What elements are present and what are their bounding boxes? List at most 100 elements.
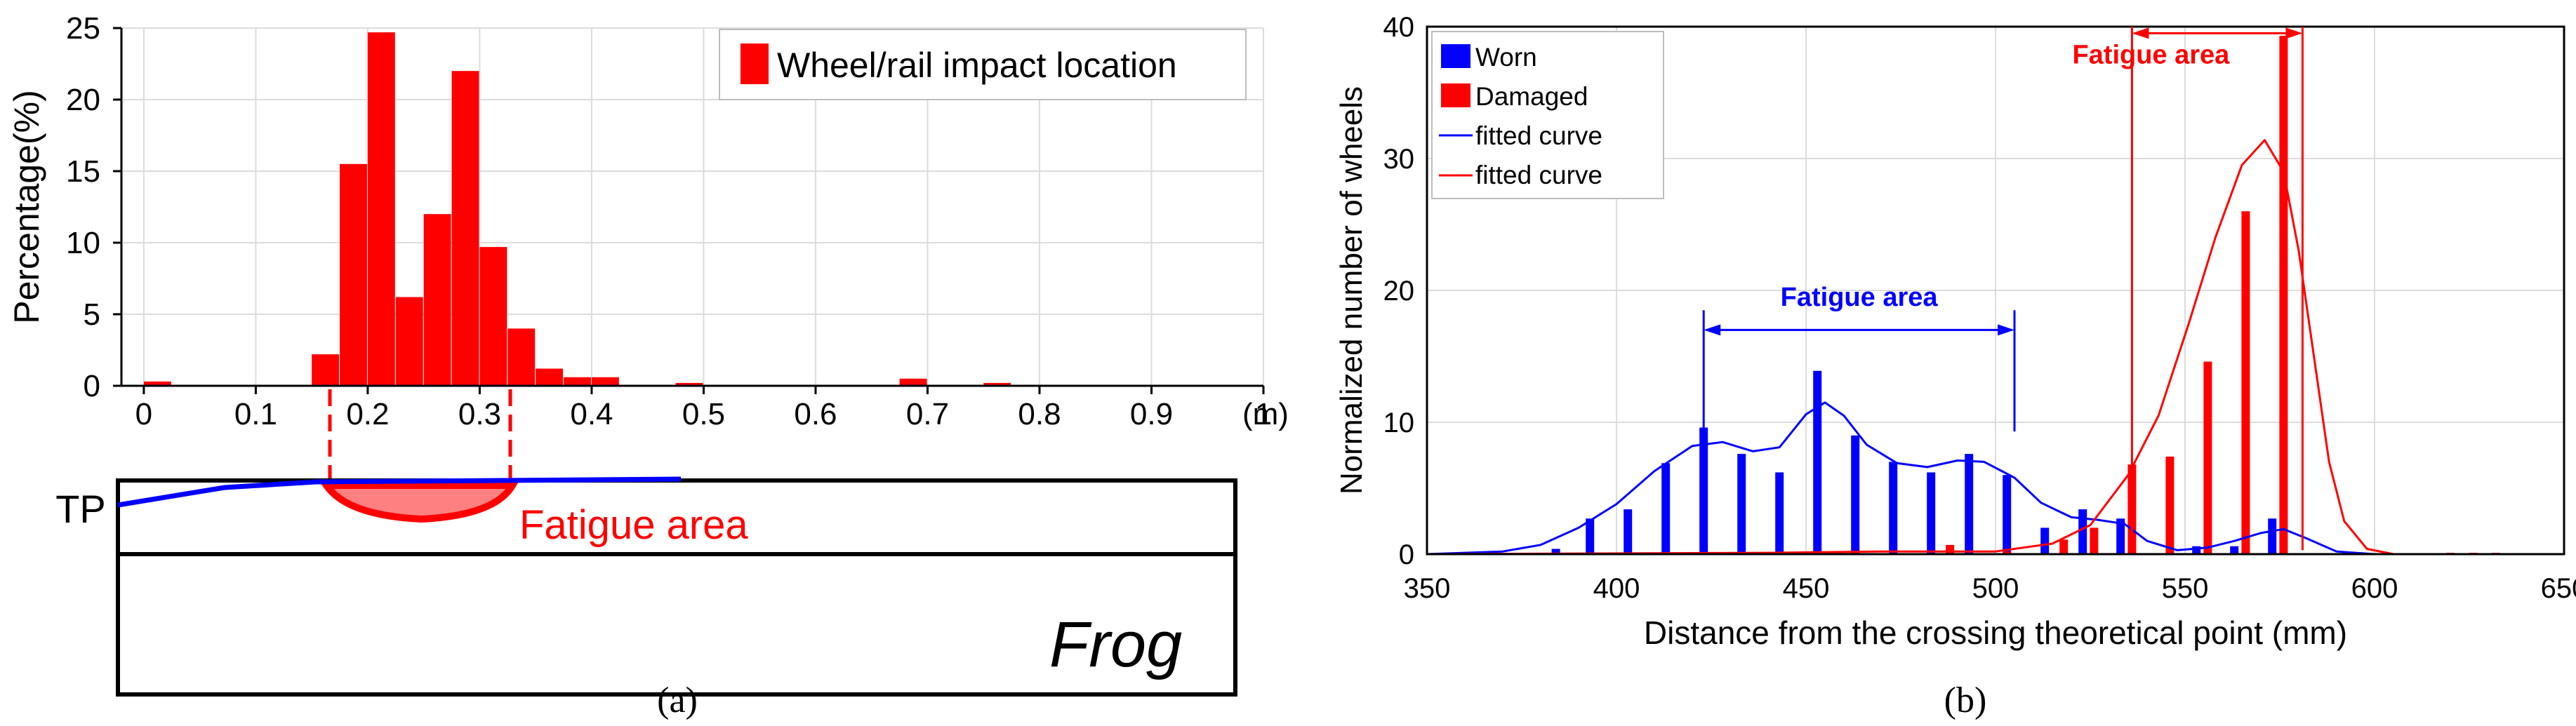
panel-b-x-label: Distance from the crossing theoretical p… [1644, 614, 2347, 651]
panel-b-plot-frame [1426, 25, 2565, 556]
panel-b-bar-worn [1813, 370, 1822, 554]
crossing-schematic: TP Fatigue area Frog [55, 476, 1237, 697]
panel-b-bars [1513, 36, 2500, 555]
panel-a-legend-label: Wheel/rail impact location [777, 46, 1177, 85]
legend-blue-fit-label: fitted curve [1475, 121, 1602, 150]
panel-a-caption: (a) [657, 680, 698, 720]
panel-a-bar [591, 377, 619, 386]
panel-a-bar [340, 163, 367, 386]
panel-a-x-tick-label: 0.9 [1130, 397, 1173, 431]
panel-b-bar-damaged [2203, 361, 2212, 554]
panel-a-bar [479, 247, 507, 386]
legend-red-fit-label: fitted curve [1475, 161, 1602, 189]
panel-a-x-tick-label: 0.3 [458, 397, 501, 431]
panel-b-x-tick-label: 450 [1783, 573, 1830, 604]
panel-a-bar [536, 368, 564, 386]
panel-b: 0 10 20 30 40 350 400 450 500 550 600 650 Normaliz… [1334, 12, 2576, 720]
panel-b-x-tick-label: 500 [1972, 573, 2019, 604]
panel-b-y-tick-label: 10 [1383, 408, 1415, 438]
panel-a-x-tick-label: 0.4 [570, 397, 613, 431]
panel-b-bar-worn [1889, 462, 1898, 554]
panel-b-bar-worn [1775, 472, 1784, 554]
frog-label: Frog [1049, 609, 1182, 680]
panel-a-y-tick-label: 15 [66, 154, 100, 189]
panel-a: 0 5 10 15 20 25 0 0.1 0.2 0.3 0.4 0.5 0.6 0.7 0.8 0.9 1… [7, 11, 1289, 720]
panel-b-bar-worn [2003, 475, 2012, 554]
panel-b-bar-worn [2116, 518, 2125, 554]
panel-b-bar-worn [2230, 546, 2239, 554]
panel-b-bar-worn [1965, 454, 1974, 554]
panel-a-grid [121, 27, 1264, 386]
panel-b-legend: Worn Damaged fitted curve fitted curve [1431, 31, 1664, 199]
panel-b-bar-damaged [2279, 36, 2288, 555]
panel-a-bar [899, 378, 927, 386]
panel-b-axes [1426, 25, 2565, 556]
legend-damaged-swatch [1441, 83, 1470, 107]
damaged-fatigue-arrowhead-right [2285, 27, 2303, 39]
panel-b-bar-worn [1737, 454, 1746, 554]
panel-a-fatigue-label: Fatigue area [519, 502, 748, 548]
worn-fatigue-label: Fatigue area [1781, 283, 1939, 312]
panel-b-lines [1426, 139, 2564, 556]
panel-b-caption: (b) [1944, 680, 1987, 720]
panel-b-bar-damaged [2059, 539, 2069, 554]
panel-a-bar [423, 214, 451, 386]
panel-a-bar [143, 381, 171, 386]
panel-a-bar [983, 382, 1011, 386]
panel-a-legend-box [719, 29, 1247, 100]
panel-b-bar-worn [2192, 546, 2201, 554]
panel-b-bar-worn [1661, 463, 1671, 554]
panel-a-bar [395, 297, 423, 386]
panel-a-bar [675, 382, 703, 386]
panel-b-fatigue-annotations: Fatigue area Fatigue area [1702, 27, 2304, 551]
panel-b-bar-worn [1624, 509, 1633, 554]
panel-b-y-tick-label: 30 [1383, 144, 1415, 175]
panel-b-fitted-curve-red [1426, 139, 2564, 556]
panel-b-bar-worn [2040, 527, 2050, 554]
panel-b-bar-worn [2078, 509, 2087, 554]
panel-a-bar [507, 328, 536, 386]
panel-a-legend-swatch [741, 43, 769, 84]
panel-a-axis-unit: (m) [1242, 397, 1289, 431]
worn-fatigue-arrowhead-left [1704, 324, 1721, 336]
panel-b-bar-damaged [1946, 544, 1955, 554]
fatigue-zone-shape [319, 482, 519, 523]
legend-worn-swatch [1441, 44, 1470, 68]
panel-b-bar-damaged [2003, 551, 2012, 554]
panel-a-x-ticks: 0 0.1 0.2 0.3 0.4 0.5 0.6 0.7 0.8 0.9 1 [135, 386, 1272, 431]
panel-b-x-tick-label: 400 [1593, 573, 1640, 604]
panel-a-y-tick-label: 25 [66, 11, 100, 46]
panel-b-y-ticks: 0 10 20 30 40 [1383, 12, 1415, 570]
panel-b-bar-worn [2268, 518, 2277, 554]
panel-a-y-tick-label: 10 [66, 226, 100, 260]
damaged-fatigue-arrowhead-left [2132, 27, 2149, 39]
panel-b-y-label: Normalized number of wheels [1334, 86, 1369, 495]
panel-a-y-label: Percentage(%) [7, 90, 46, 324]
worn-fatigue-arrowhead-right [1998, 324, 2014, 336]
panel-a-bars [143, 32, 1011, 386]
panel-a-bar [312, 354, 340, 386]
panel-b-bar-worn [1699, 427, 1708, 554]
panel-b-x-ticks: 350 400 450 500 550 600 650 [1404, 573, 2576, 604]
panel-a-bar [451, 71, 479, 386]
panel-a-legend: Wheel/rail impact location [719, 29, 1247, 100]
panel-b-bar-worn [1927, 472, 1936, 554]
panel-b-x-tick-label: 550 [2162, 573, 2209, 604]
panel-a-x-tick-label: 0.7 [906, 397, 949, 431]
damaged-fatigue-label: Fatigue area [2072, 41, 2230, 70]
panel-a-x-tick-label: 0.5 [682, 397, 725, 431]
panel-b-bar-worn [1586, 518, 1595, 554]
panel-b-y-tick-label: 20 [1383, 276, 1415, 307]
frog-outline [116, 552, 1237, 697]
panel-a-x-tick-label: 0.6 [794, 397, 837, 431]
legend-damaged-label: Damaged [1475, 82, 1588, 111]
panel-a-y-tick-label: 20 [66, 83, 100, 117]
panel-a-x-tick-label: 0.1 [234, 397, 277, 431]
panel-b-fitted-curve-blue [1426, 401, 2564, 556]
panel-b-bar-worn [1551, 549, 1560, 554]
panel-a-x-tick-label: 1 [1255, 397, 1272, 431]
panel-a-y-tick-label: 5 [84, 297, 100, 332]
tp-label: TP [55, 487, 106, 531]
panel-b-x-tick-label: 650 [2541, 573, 2576, 604]
